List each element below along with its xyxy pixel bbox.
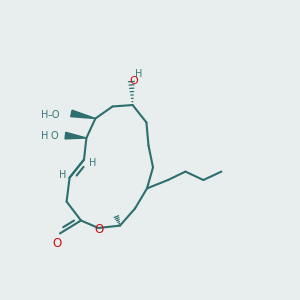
Text: O: O [129, 76, 138, 86]
Polygon shape [65, 132, 86, 139]
Text: –O: –O [48, 110, 60, 120]
Text: H: H [59, 169, 67, 180]
Polygon shape [71, 110, 95, 118]
Text: H: H [89, 158, 96, 169]
Text: O: O [50, 130, 58, 141]
Text: H: H [41, 110, 48, 120]
Text: O: O [94, 223, 103, 236]
Text: H: H [135, 69, 142, 79]
Text: O: O [52, 237, 62, 250]
Text: H: H [41, 130, 48, 141]
